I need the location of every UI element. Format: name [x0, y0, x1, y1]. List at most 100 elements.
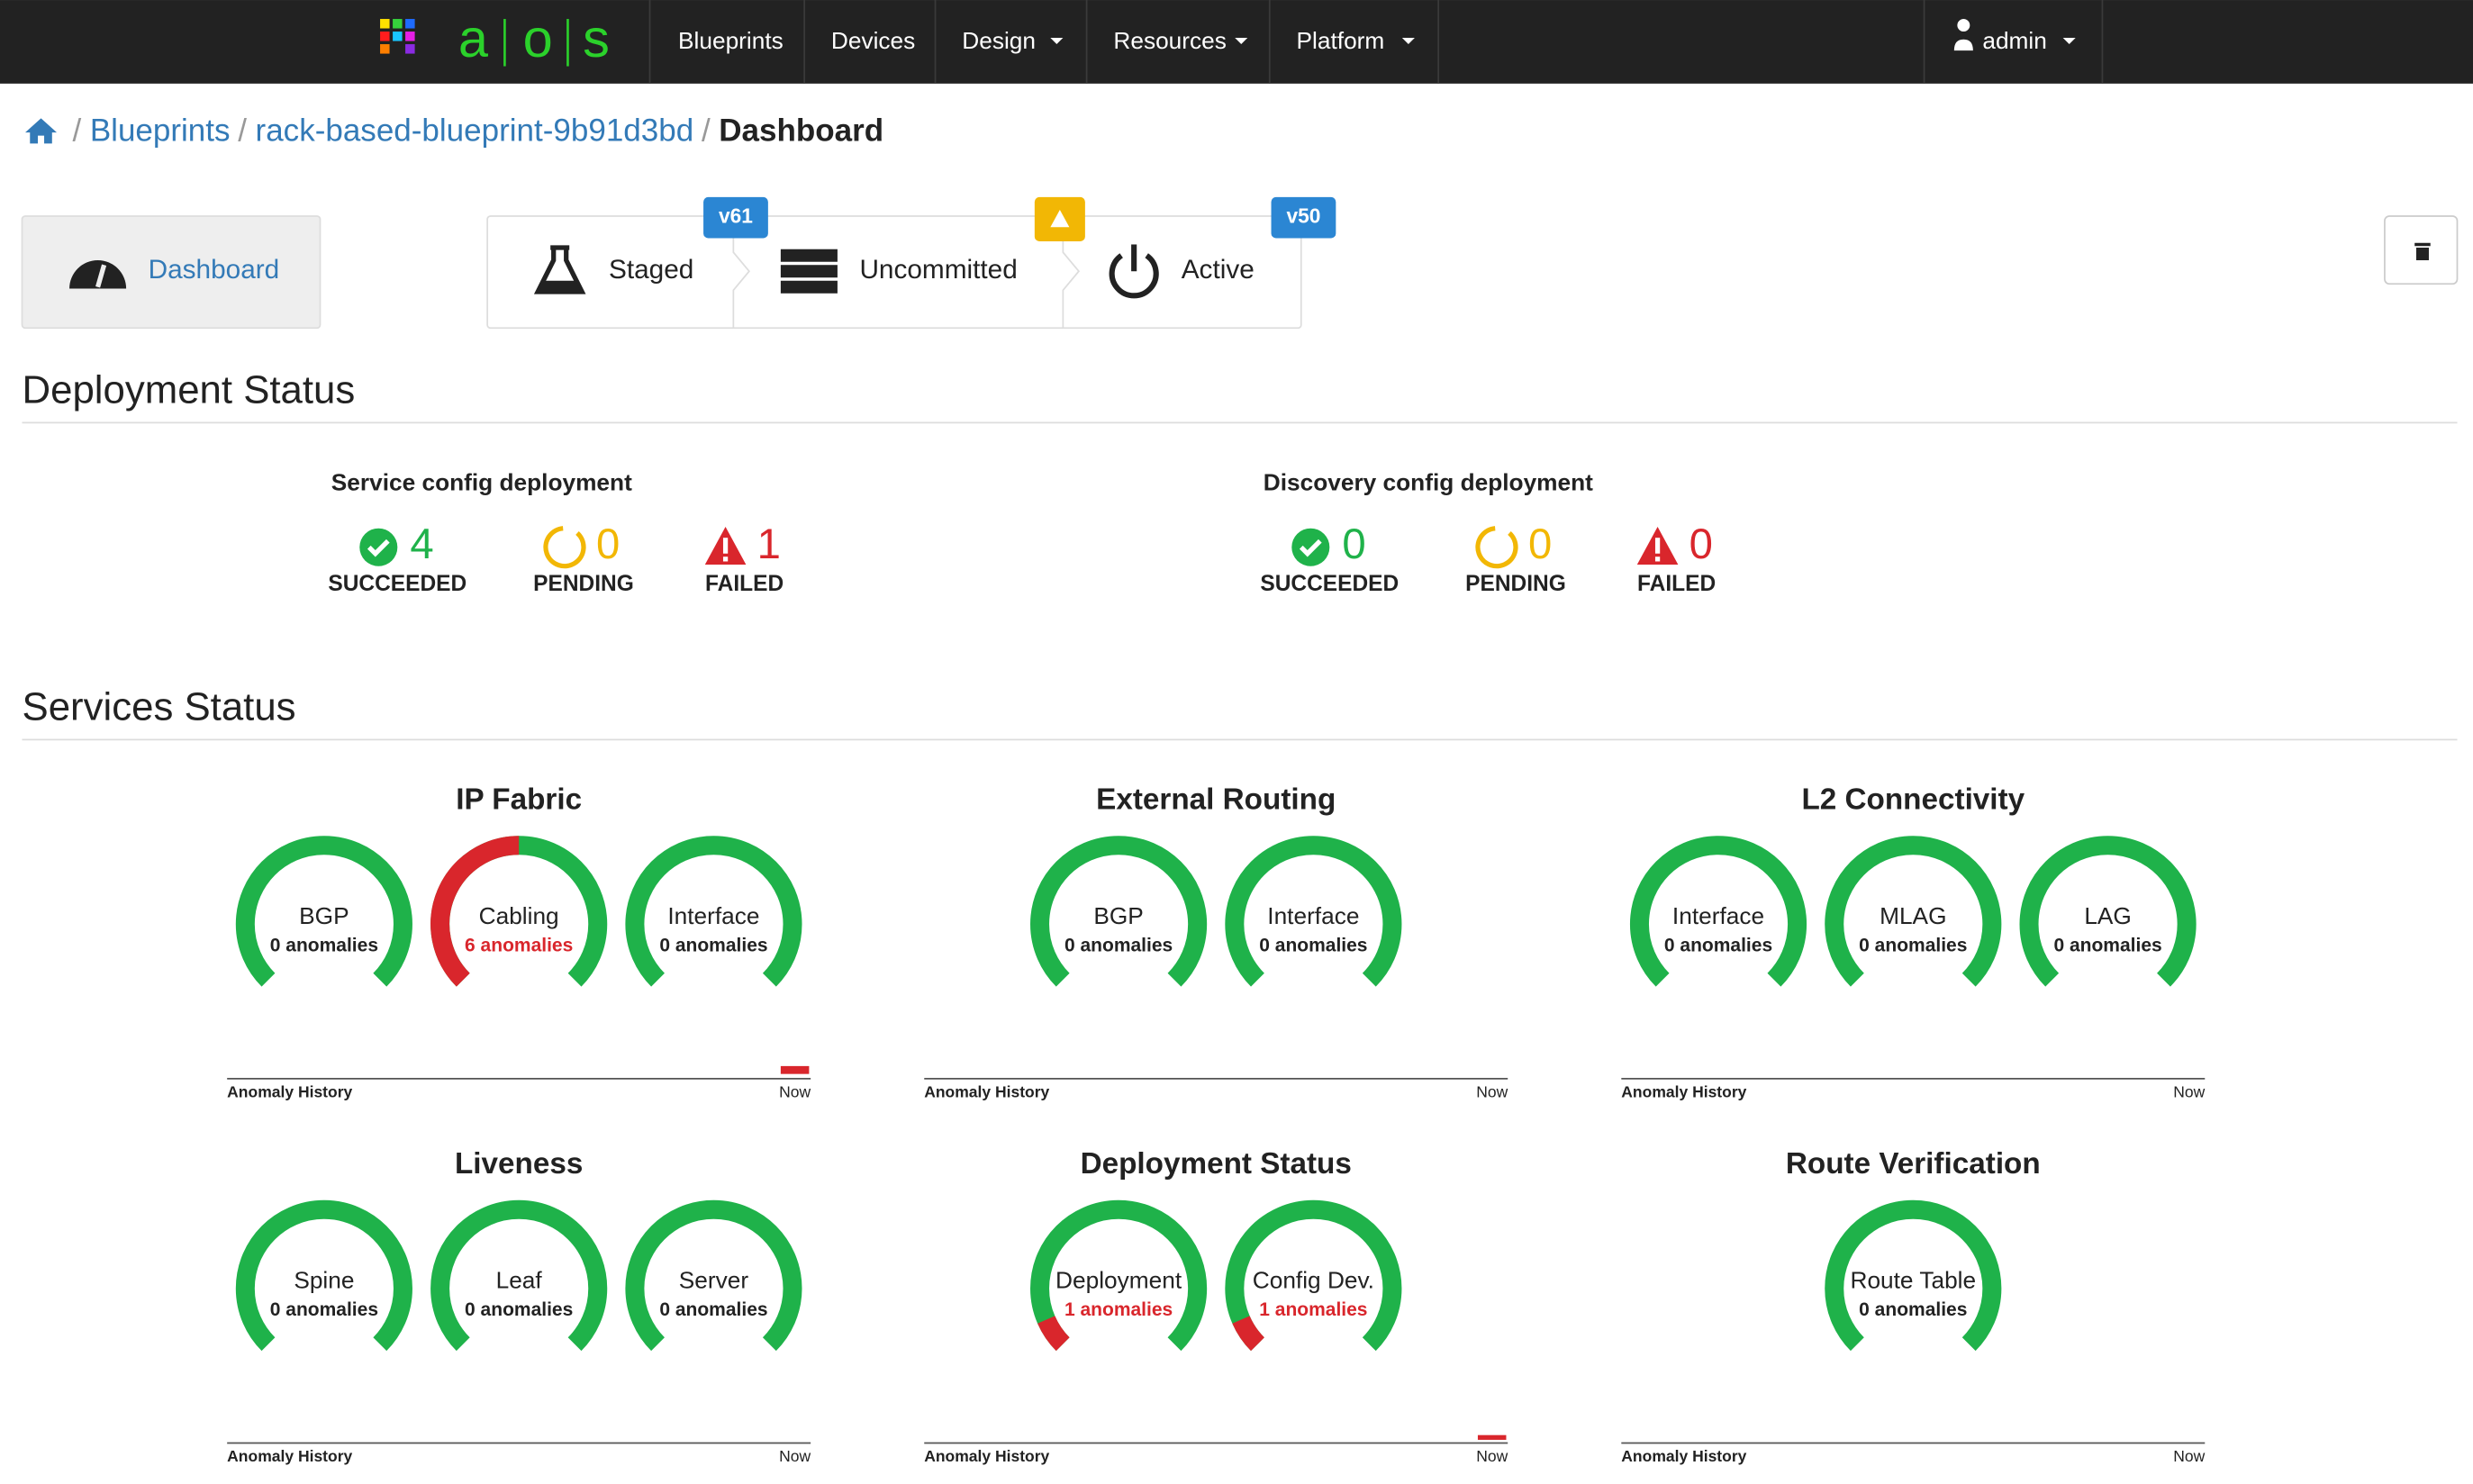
version-badge [703, 196, 768, 239]
gauge-anomalies: 0 anomalies [270, 1299, 378, 1320]
gauge-arc [430, 1199, 608, 1352]
gauge-anomalies: 0 anomalies [1064, 935, 1173, 955]
gauge-anomalies: 6 anomalies [465, 935, 573, 955]
gauge-arc [1225, 1199, 1402, 1352]
logo-square [405, 44, 415, 54]
deployment-label: FAILED [1637, 572, 1716, 596]
gauge-anomalies: 0 anomalies [1859, 1299, 1967, 1320]
gauge-name[interactable]: BGP [1093, 902, 1143, 929]
logo-letter: a [458, 8, 489, 68]
breadcrumb-item[interactable]: rack-based-blueprint-9b91d3bd [256, 113, 694, 148]
version-badge-text: v61 [719, 204, 753, 228]
stage-divider [732, 215, 750, 329]
gauge-anomalies: 0 anomalies [659, 935, 767, 955]
gauge-arc [235, 836, 412, 987]
history-label: Anomaly History [924, 1082, 1049, 1100]
history-alert [780, 1065, 810, 1074]
pending-icon [1475, 526, 1518, 569]
breadcrumb-separator: / [702, 113, 711, 148]
history-now: Now [1476, 1082, 1508, 1100]
gauge-arc [235, 1199, 412, 1352]
stage-tab[interactable]: Staged [609, 255, 693, 285]
nav-item[interactable]: Design [962, 27, 1036, 54]
deployment-count: 0 [1689, 520, 1713, 568]
gauge-arc [1825, 836, 2002, 987]
navbar [0, 0, 2473, 84]
gauge-name[interactable]: Server [679, 1267, 749, 1294]
gauge-name[interactable]: Cabling [479, 902, 559, 929]
service-title: Route Verification [1786, 1147, 2041, 1181]
nav-item[interactable]: Resources [1113, 27, 1226, 54]
stage-box [486, 215, 1302, 330]
logo-square [393, 32, 403, 41]
dot [1654, 556, 1661, 562]
logo-letter: o [523, 8, 553, 68]
gauge-arc [1825, 1199, 2002, 1352]
flask-fill [539, 280, 581, 293]
gauge-name[interactable]: LAG [2084, 902, 2132, 929]
gauge-name[interactable]: Config Dev. [1253, 1267, 1374, 1294]
dashboard-icon [69, 259, 127, 289]
logo-letter: s [583, 8, 610, 68]
dashboard-tab-label[interactable]: Dashboard [149, 255, 280, 285]
dot [722, 556, 729, 562]
logo-square [380, 44, 390, 54]
history-now: Now [779, 1447, 811, 1465]
breadcrumb-separator: / [73, 113, 82, 148]
home-icon [25, 118, 58, 144]
gauge-name[interactable]: Route Table [1850, 1267, 1976, 1294]
deployment-count: 0 [1528, 520, 1552, 568]
deployment-count: 0 [596, 520, 620, 568]
breadcrumb-separator: / [238, 113, 247, 148]
stage-tab[interactable]: Active [1182, 255, 1255, 285]
gauge-name[interactable]: MLAG [1880, 902, 1946, 929]
nav-item[interactable]: Platform [1297, 27, 1385, 54]
gauge-arc [1030, 836, 1208, 987]
gauge-arc [2019, 836, 2197, 987]
gauge-name[interactable]: Deployment [1055, 1267, 1182, 1294]
logo-square [380, 19, 390, 29]
breadcrumb-item[interactable]: Blueprints [90, 113, 231, 148]
gauge-name[interactable]: Interface [667, 902, 759, 929]
nav-item[interactable]: Blueprints [678, 27, 784, 54]
history-label: Anomaly History [227, 1082, 352, 1100]
gauge-anomalies: 0 anomalies [270, 935, 378, 955]
history-alert [1477, 1434, 1507, 1440]
gauge-arc [625, 836, 802, 987]
caret [1235, 38, 1248, 45]
gauge-arc [625, 1199, 802, 1352]
history-label: Anomaly History [924, 1447, 1049, 1465]
stage-tab[interactable]: Uncommitted [859, 255, 1017, 285]
deployment-count: 0 [1342, 520, 1365, 568]
gauge-name[interactable]: Interface [1672, 902, 1764, 929]
deployment-label: SUCCEEDED [1260, 572, 1399, 596]
logo-square [405, 19, 415, 29]
history-label: Anomaly History [1621, 1447, 1746, 1465]
server-icon-row [780, 280, 838, 294]
check [1299, 538, 1322, 557]
dashboard-tab[interactable] [21, 215, 322, 330]
gauge-name[interactable]: Interface [1267, 902, 1359, 929]
server-icon-row [780, 249, 838, 262]
user-menu[interactable]: admin [1982, 27, 2047, 54]
server-icon-row [780, 265, 838, 278]
user-icon [1953, 19, 1973, 51]
nav-item[interactable]: Devices [831, 27, 915, 54]
dial-needle [95, 264, 107, 288]
history-label: Anomaly History [227, 1447, 352, 1465]
logo-square [393, 19, 403, 29]
power-icon [1109, 253, 1159, 299]
caret [2062, 38, 2076, 45]
deployment-group-title: Service config deployment [331, 469, 632, 496]
gauge-name[interactable]: Spine [294, 1267, 354, 1294]
pending-icon [543, 526, 586, 569]
gauge-arc-alert [430, 836, 520, 987]
gauge-name[interactable]: Leaf [496, 1267, 543, 1294]
service-title: Deployment Status [1081, 1147, 1352, 1181]
gauge-name[interactable]: BGP [299, 902, 349, 929]
logo-square [405, 32, 415, 41]
gauge-arc-alert [1037, 1316, 1070, 1352]
gauge-arc-alert [1232, 1316, 1265, 1352]
